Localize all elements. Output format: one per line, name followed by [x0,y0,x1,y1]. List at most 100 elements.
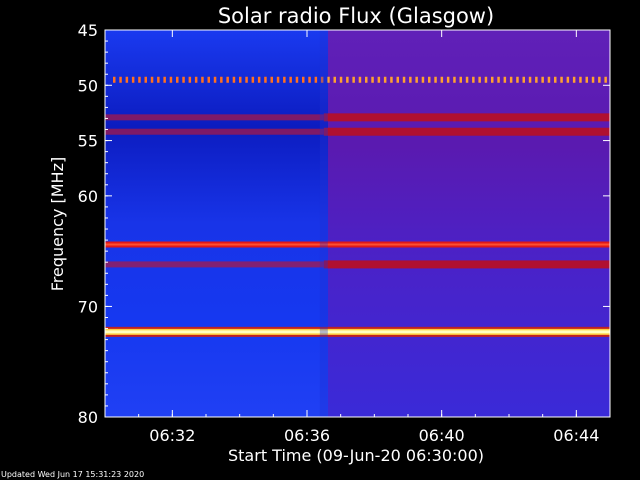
x-tick-label: 06:44 [553,426,599,445]
x-axis-label: Start Time (09-Jun-20 06:30:00) [228,446,484,465]
band-dash [182,76,185,83]
band-dash [434,76,437,83]
x-tick-label: 06:40 [419,426,465,445]
band-dash [169,76,173,83]
band-dash [213,76,217,83]
x-axis: 06:32 06:36 06:40 06:44 [104,30,611,445]
band-dash [528,76,532,83]
band-dash [339,76,343,83]
y-tick-label: 70 [78,297,98,316]
band-dash [264,76,267,83]
band-dash [302,76,305,83]
band-dash [402,76,406,83]
plot-area [104,29,611,418]
band-dash [131,76,135,83]
band-dash [522,76,525,83]
band-dash [320,76,324,83]
band-dash [383,76,387,83]
y-tick-label: 45 [78,21,98,40]
band-dash [604,76,607,83]
y-tick-label: 80 [78,408,98,427]
band-dash [251,76,255,83]
band-1-before [105,114,324,121]
band-dash [194,76,198,83]
band-4 [323,260,610,269]
band-dash [327,76,330,83]
band-dash [421,76,425,83]
band-dash [276,76,280,83]
band-dash [572,76,576,83]
band-dash [176,76,179,83]
plot-background-after [328,30,610,417]
band-dash [535,76,538,83]
band-dash [113,76,116,83]
band-dash [579,76,582,83]
band-dash [314,76,318,83]
band-5 [105,330,610,334]
band-dash [295,76,299,83]
band-dash [371,76,374,83]
band-dash [547,76,551,83]
band-dash [346,76,349,83]
band-dash [308,76,311,83]
band-dash [119,76,122,83]
plot-frame [104,29,611,418]
band-2 [323,127,610,136]
band-dash [396,76,399,83]
band-dash [516,76,519,83]
band-dash [232,76,236,83]
band-dash [560,76,563,83]
band-dash [541,76,544,83]
band-dash [150,76,154,83]
band-dash [472,76,475,83]
band-dash [377,76,381,83]
band-dash [226,76,229,83]
band-dash [509,76,513,83]
band-dash [415,76,418,83]
band-dash [358,76,362,83]
band-dash [491,76,494,83]
y-tick-label: 50 [78,76,98,95]
interference-bands [105,30,610,417]
band-3-core [105,243,610,246]
band-dash [440,76,444,83]
band-dash [283,76,286,83]
band-dash [566,76,570,83]
band-dash [352,76,355,83]
plot-background-before [105,30,328,417]
band-dash [554,76,557,83]
band-4-before [105,261,324,268]
band-0 [113,76,607,83]
band-2-before [105,128,324,135]
x-tick-label: 06:36 [284,426,330,445]
y-axis-label: Frequency [MHz] [48,157,67,291]
band-dash [585,76,588,83]
chart-title: Solar radio Flux (Glasgow) [218,4,494,28]
band-dash [465,76,469,83]
band-dash [257,76,261,83]
band-dash [289,76,292,83]
band-dash [446,76,450,83]
y-axis: 45 50 55 60 70 80 [78,21,610,427]
band-dash [157,76,160,83]
band-dash [270,76,273,83]
band-dash [478,76,481,83]
band-dash [591,76,595,83]
band-dash [125,76,129,83]
band-dash [220,76,223,83]
band-dash [459,76,462,83]
updated-footer: Updated Wed Jun 17 15:31:23 2020 [1,470,144,479]
band-dash [163,76,166,83]
band-dash [453,76,456,83]
band-dash [390,76,393,83]
band-dash [484,76,488,83]
band-dash [201,76,204,83]
band-dash [245,76,248,83]
band-dash [188,76,192,83]
band-dash [428,76,431,83]
band-dash [409,76,412,83]
y-tick-label: 55 [78,132,98,151]
band-dash [333,76,336,83]
band-dash [365,76,368,83]
